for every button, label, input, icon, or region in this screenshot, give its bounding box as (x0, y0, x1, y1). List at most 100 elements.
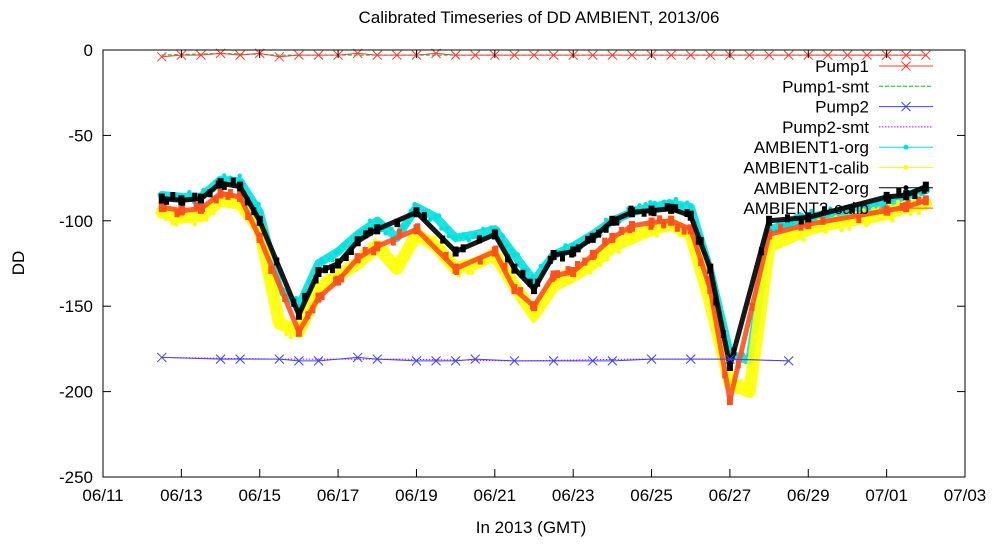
data-point (421, 212, 427, 221)
data-point (257, 209, 263, 215)
legend-item-ambient2-calib: AMBIENT2-calib (743, 199, 933, 218)
data-point (389, 226, 394, 232)
marker-stroke (783, 356, 794, 366)
data-point (505, 243, 510, 248)
marker-stroke (783, 50, 794, 60)
data-point (784, 214, 790, 223)
legend-marker (901, 101, 911, 112)
data-point (256, 201, 261, 207)
data-point (343, 253, 349, 262)
data-point (778, 224, 784, 233)
data-point (565, 266, 571, 275)
data-point (677, 232, 682, 238)
marker-stroke (235, 354, 245, 365)
data-point (251, 207, 257, 216)
data-point (294, 356, 304, 366)
data-point (185, 217, 190, 222)
marker-stroke (862, 50, 872, 60)
data-point (217, 188, 224, 199)
data-point (511, 284, 518, 295)
data-point (588, 270, 593, 275)
data-point (648, 205, 655, 216)
data-point (204, 217, 209, 222)
axes: 06/11 06/13 06/15 06/17 06/19 06/21 06/23 06/25… (59, 41, 986, 505)
data-point (679, 203, 684, 209)
data-point (170, 192, 176, 201)
data-point (783, 50, 794, 60)
data-point (538, 263, 544, 269)
data-point (474, 265, 479, 270)
data-point (319, 259, 325, 264)
data-point (395, 219, 401, 228)
x-tick-label: 06/13 (160, 486, 203, 505)
data-point (609, 243, 615, 249)
data-point (805, 219, 812, 230)
data-point (460, 244, 466, 253)
marker-stroke (529, 50, 539, 60)
data-point (798, 216, 804, 225)
data-point (491, 246, 498, 257)
marker-stroke (156, 51, 167, 62)
data-point (432, 235, 437, 241)
x-axis-label: In 2013 (GMT) (476, 518, 587, 537)
data-point (602, 237, 608, 246)
legend-item-pump2-smt: Pump2-smt (782, 118, 933, 137)
data-point (871, 206, 876, 212)
data-point (367, 227, 373, 236)
data-point (531, 318, 536, 324)
data-point (178, 205, 185, 216)
data-point (922, 195, 929, 206)
data-point (864, 204, 870, 210)
data-point (666, 50, 676, 60)
legend-item-ambient1-org: AMBIENT1-org (754, 138, 933, 157)
data-point (170, 220, 175, 226)
data-point (274, 354, 285, 365)
data-point (213, 195, 219, 204)
marker-stroke (509, 50, 520, 60)
legend-label: AMBIENT1-calib (743, 159, 869, 178)
data-point (582, 257, 588, 266)
data-point (883, 191, 890, 202)
data-point (700, 281, 706, 286)
data-point (896, 187, 902, 196)
x-tick-label: 06/25 (630, 486, 673, 505)
x-tick-label: 06/21 (474, 486, 517, 505)
data-point (472, 231, 478, 237)
data-point (374, 224, 381, 235)
data-point (587, 50, 598, 60)
data-point (525, 267, 530, 273)
data-point (217, 203, 222, 208)
data-point (444, 226, 449, 231)
data-point (477, 256, 483, 265)
data-point (531, 312, 537, 318)
data-point (531, 284, 537, 295)
data-point (341, 243, 346, 248)
marker-stroke (705, 50, 716, 60)
data-point (560, 253, 566, 262)
y-tick-label: -250 (59, 468, 93, 487)
data-point (509, 356, 520, 366)
y-tick-label: -200 (59, 383, 93, 402)
data-point (801, 237, 806, 242)
data-point (668, 215, 675, 226)
x-tick-label: 06/27 (709, 486, 752, 505)
data-point (466, 238, 471, 243)
data-point (384, 246, 390, 252)
data-point (302, 292, 308, 301)
x-tick-label: 06/23 (552, 486, 595, 505)
data-point (221, 181, 227, 190)
marker-stroke (450, 356, 461, 366)
data-point (217, 178, 224, 189)
data-point (916, 196, 922, 205)
data-point (856, 215, 862, 224)
x-tick-label: 06/17 (317, 486, 360, 505)
data-point (193, 202, 199, 211)
data-point (211, 211, 216, 216)
data-point (790, 220, 795, 225)
data-point (319, 292, 325, 301)
data-point (294, 50, 304, 60)
data-point (316, 286, 321, 292)
data-point (713, 297, 719, 306)
data-point (766, 215, 773, 226)
